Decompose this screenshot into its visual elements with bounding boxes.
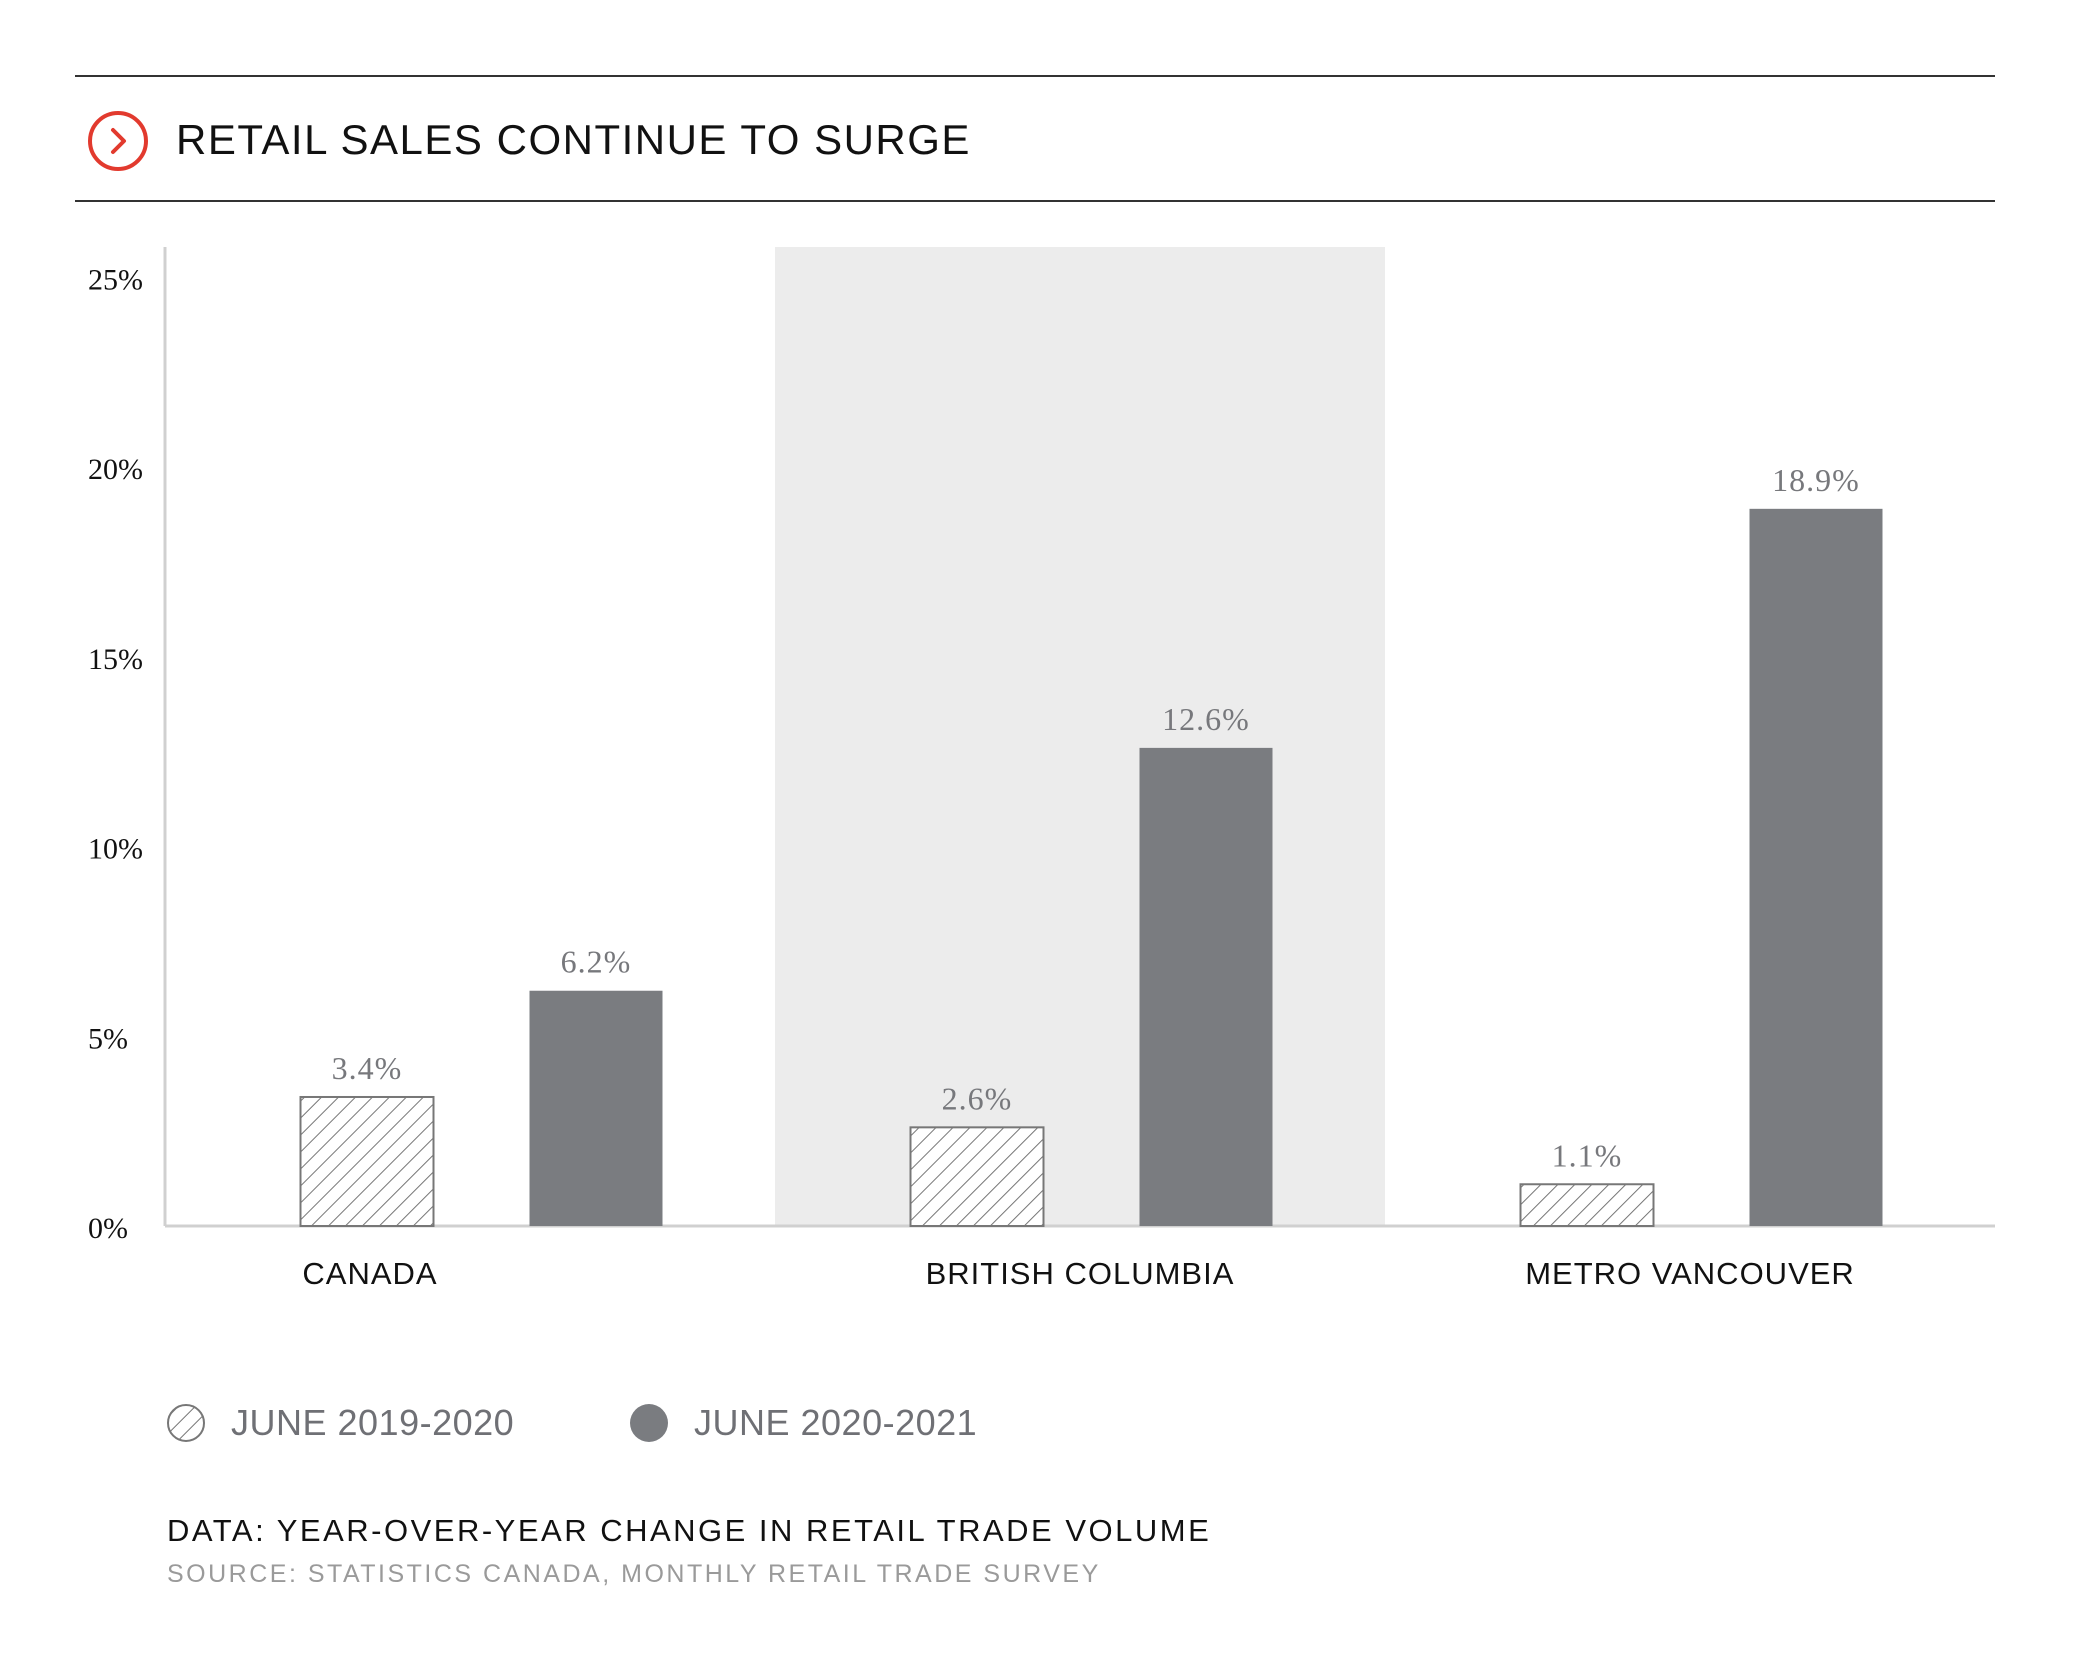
legend-item-2019-2020: JUNE 2019-2020 bbox=[165, 1402, 514, 1444]
bar-chart: 0% 5% 10% 15% 20% 25% 3.4% 2.6% 1.1% 6.2% 12.6% 18… bbox=[88, 247, 1995, 1291]
x-tick-label: CANADA bbox=[302, 1256, 437, 1291]
chart-title: RETAIL SALES CONTINUE TO SURGE bbox=[176, 116, 971, 163]
bar bbox=[1139, 747, 1273, 1226]
data-label: 18.9% bbox=[1772, 462, 1860, 498]
data-note: DATA: YEAR-OVER-YEAR CHANGE IN RETAIL TR… bbox=[167, 1513, 1212, 1548]
data-label: 6.2% bbox=[561, 944, 632, 980]
hatched-circle-icon bbox=[167, 1404, 205, 1442]
bar bbox=[1519, 1183, 1655, 1228]
bar bbox=[299, 1095, 435, 1227]
highlight-band bbox=[775, 247, 1385, 1226]
legend-label-2020-2021: JUNE 2020-2021 bbox=[694, 1402, 978, 1443]
x-tick-label: METRO VANCOUVER bbox=[1525, 1256, 1855, 1291]
bar bbox=[529, 990, 663, 1226]
y-tick-label: 0% bbox=[88, 1212, 128, 1245]
y-tick-label: 20% bbox=[88, 453, 143, 486]
bar bbox=[909, 1126, 1045, 1227]
bar bbox=[1749, 508, 1883, 1227]
y-tick-label: 15% bbox=[88, 643, 143, 676]
legend-item-2020-2021: JUNE 2020-2021 bbox=[628, 1402, 977, 1444]
y-tick-label: 5% bbox=[88, 1022, 128, 1055]
header-bottom-rule bbox=[75, 200, 1995, 202]
data-label: 12.6% bbox=[1162, 701, 1250, 737]
data-label: 1.1% bbox=[1552, 1137, 1623, 1173]
solid-circle-icon bbox=[630, 1404, 668, 1442]
header-top-rule bbox=[75, 75, 1995, 77]
source-note: SOURCE: STATISTICS CANADA, MONTHLY RETAI… bbox=[167, 1560, 1101, 1588]
data-label: 2.6% bbox=[942, 1080, 1013, 1116]
legend-label-2019-2020: JUNE 2019-2020 bbox=[231, 1402, 515, 1443]
data-label: 3.4% bbox=[332, 1050, 403, 1086]
y-tick-label: 25% bbox=[88, 263, 143, 296]
y-tick-label: 10% bbox=[88, 833, 143, 866]
x-tick-label: BRITISH COLUMBIA bbox=[926, 1256, 1235, 1291]
chevron-right-circle-icon bbox=[88, 111, 148, 171]
